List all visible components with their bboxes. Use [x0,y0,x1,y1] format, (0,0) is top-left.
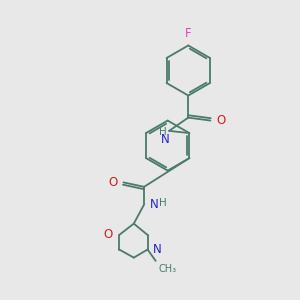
Text: H: H [159,198,167,208]
Text: O: O [103,228,113,242]
Text: O: O [217,114,226,127]
Text: O: O [108,176,118,189]
Text: N: N [160,133,169,146]
Text: CH₃: CH₃ [159,264,177,274]
Text: H: H [159,127,167,137]
Text: N: N [149,198,158,211]
Text: F: F [185,27,192,40]
Text: N: N [153,243,162,256]
